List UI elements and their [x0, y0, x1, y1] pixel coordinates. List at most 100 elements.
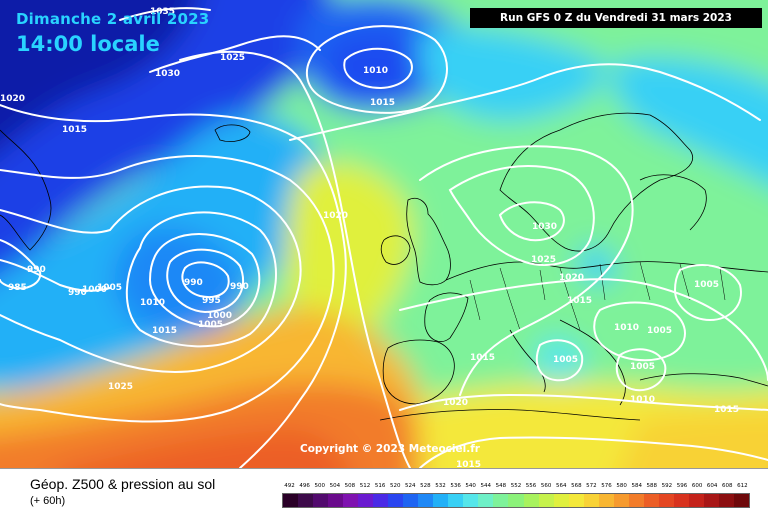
isobar-label: 1010 [630, 395, 655, 405]
isobar-1015-west [0, 155, 335, 423]
balkans-coast [559, 319, 626, 406]
scale-tick-label: 532 [435, 483, 446, 489]
isobar-label: 1005 [694, 280, 719, 290]
scale-swatch [613, 494, 629, 507]
isobar-label: 1020 [0, 94, 25, 104]
scale-tick-label: 524 [405, 483, 416, 489]
isobar-1030-europe [498, 201, 565, 242]
scale-tick-label: 584 [631, 483, 642, 489]
scale-tick-label: 540 [465, 483, 476, 489]
isobar-1035 [119, 7, 211, 21]
map-title: Géop. Z500 & pression au sol [30, 476, 216, 492]
scale-swatch [733, 494, 749, 507]
scale-swatch [508, 494, 524, 507]
isobar-label: 985 [8, 283, 27, 293]
model-run-label: Run GFS 0 Z du Vendredi 31 mars 2023 [470, 8, 762, 28]
finland-coast [639, 174, 707, 231]
scale-swatch [328, 494, 344, 507]
scale-tick-label: 504 [329, 483, 341, 489]
isobar-1030 [149, 35, 321, 73]
weather-map: 1035 1025 1030 1020 1015 1010 1015 1020 … [0, 0, 768, 468]
scale-swatch [568, 494, 584, 507]
scale-tick-label: 520 [389, 483, 401, 489]
isobar-label: 1015 [567, 296, 592, 306]
isobar-label: 1015 [370, 98, 395, 108]
scale-tick-label: 564 [555, 483, 567, 489]
forecast-time: 14:00 locale [16, 32, 160, 56]
isobar-label: 990 [27, 265, 46, 275]
scale-swatch [343, 494, 359, 507]
isobar-1025 [179, 50, 411, 468]
isobar-1005-med [535, 339, 584, 382]
isobar-1010-east [593, 301, 686, 362]
isobar-label: 1035 [150, 7, 175, 17]
scale-swatch [478, 494, 494, 507]
scale-swatch [553, 494, 569, 507]
legend-footer: Géop. Z500 & pression au sol (+ 60h) 492… [0, 468, 768, 513]
scale-tick-label: 544 [480, 483, 492, 489]
scale-swatch [388, 494, 404, 507]
scale-swatch [643, 494, 659, 507]
isobar-labels: 1035 1025 1030 1020 1015 1010 1015 1020 … [0, 7, 739, 468]
isobars [0, 7, 768, 468]
ireland-coast [380, 235, 411, 265]
isobar-1005-east [673, 264, 742, 322]
isobar-1010 [0, 185, 302, 373]
scale-tick-label: 600 [691, 483, 703, 489]
scale-tick-label: 552 [510, 483, 522, 489]
country-borders [469, 261, 726, 331]
isobar-label: 990 [68, 288, 87, 298]
isobar-1020-north [289, 63, 761, 141]
scale-swatch [433, 494, 449, 507]
scale-swatch [658, 494, 674, 507]
scale-tick-label: 512 [359, 483, 371, 489]
isobar-label: 1015 [152, 326, 177, 336]
scale-swatch [418, 494, 434, 507]
scale-tick-label: 528 [420, 483, 431, 489]
isobar-label: 1015 [714, 405, 739, 415]
isobar-label: 1005 [97, 283, 122, 293]
color-scale-labels: 492 496 500 504 508 512 516 520 524 528 532 536 540 5… [282, 481, 750, 491]
isobar-1020-europe [419, 145, 634, 396]
isobar-label: 1005 [630, 362, 655, 372]
isobar-1020-south [399, 393, 768, 411]
scale-tick-label: 572 [586, 483, 597, 489]
iberia-coast [382, 339, 455, 405]
scale-tick-label: 516 [374, 483, 386, 489]
color-scale-bar [282, 493, 750, 508]
scale-swatch [598, 494, 614, 507]
isobar-1015-europe [399, 278, 768, 381]
forecast-date: Dimanche 2 avril 2023 [16, 10, 210, 28]
isobar-label: 1025 [531, 255, 556, 265]
scale-swatch [538, 494, 554, 507]
isobar-label: 1015 [456, 460, 481, 468]
scale-tick-label: 612 [737, 483, 748, 489]
scale-tick-label: 568 [571, 483, 582, 489]
greenland-coast [0, 129, 52, 251]
isobar-low-center-990 [181, 261, 230, 298]
scale-swatch [493, 494, 509, 507]
isobar-low-1005 [125, 211, 277, 348]
isobar-label: 1025 [108, 382, 133, 392]
color-scale: 492 496 500 504 508 512 516 520 524 528 532 536 540 5… [282, 481, 750, 509]
isobar-label: 1030 [155, 69, 180, 79]
isobar-low-1000 [148, 233, 261, 328]
isobar-label: 1000 [207, 311, 232, 321]
isobar-label: 1020 [559, 273, 584, 283]
scale-swatch [523, 494, 539, 507]
scale-tick-label: 576 [601, 483, 612, 489]
scale-swatch [448, 494, 464, 507]
scale-tick-label: 604 [706, 483, 718, 489]
isobar-label: 1025 [220, 53, 245, 63]
scale-swatch [703, 494, 719, 507]
isobar-1020-west [0, 104, 347, 468]
scale-swatch [673, 494, 689, 507]
scale-tick-label: 608 [722, 483, 733, 489]
scale-tick-label: 508 [344, 483, 356, 489]
scale-tick-label: 492 [284, 483, 295, 489]
isobar-label: 990 [230, 282, 249, 292]
isobar-1025-europe [448, 165, 595, 266]
isobar-label: 1015 [470, 353, 495, 363]
copyright-notice: Copyright © 2023 Meteociel.fr [300, 443, 480, 455]
scale-tick-label: 500 [314, 483, 325, 489]
